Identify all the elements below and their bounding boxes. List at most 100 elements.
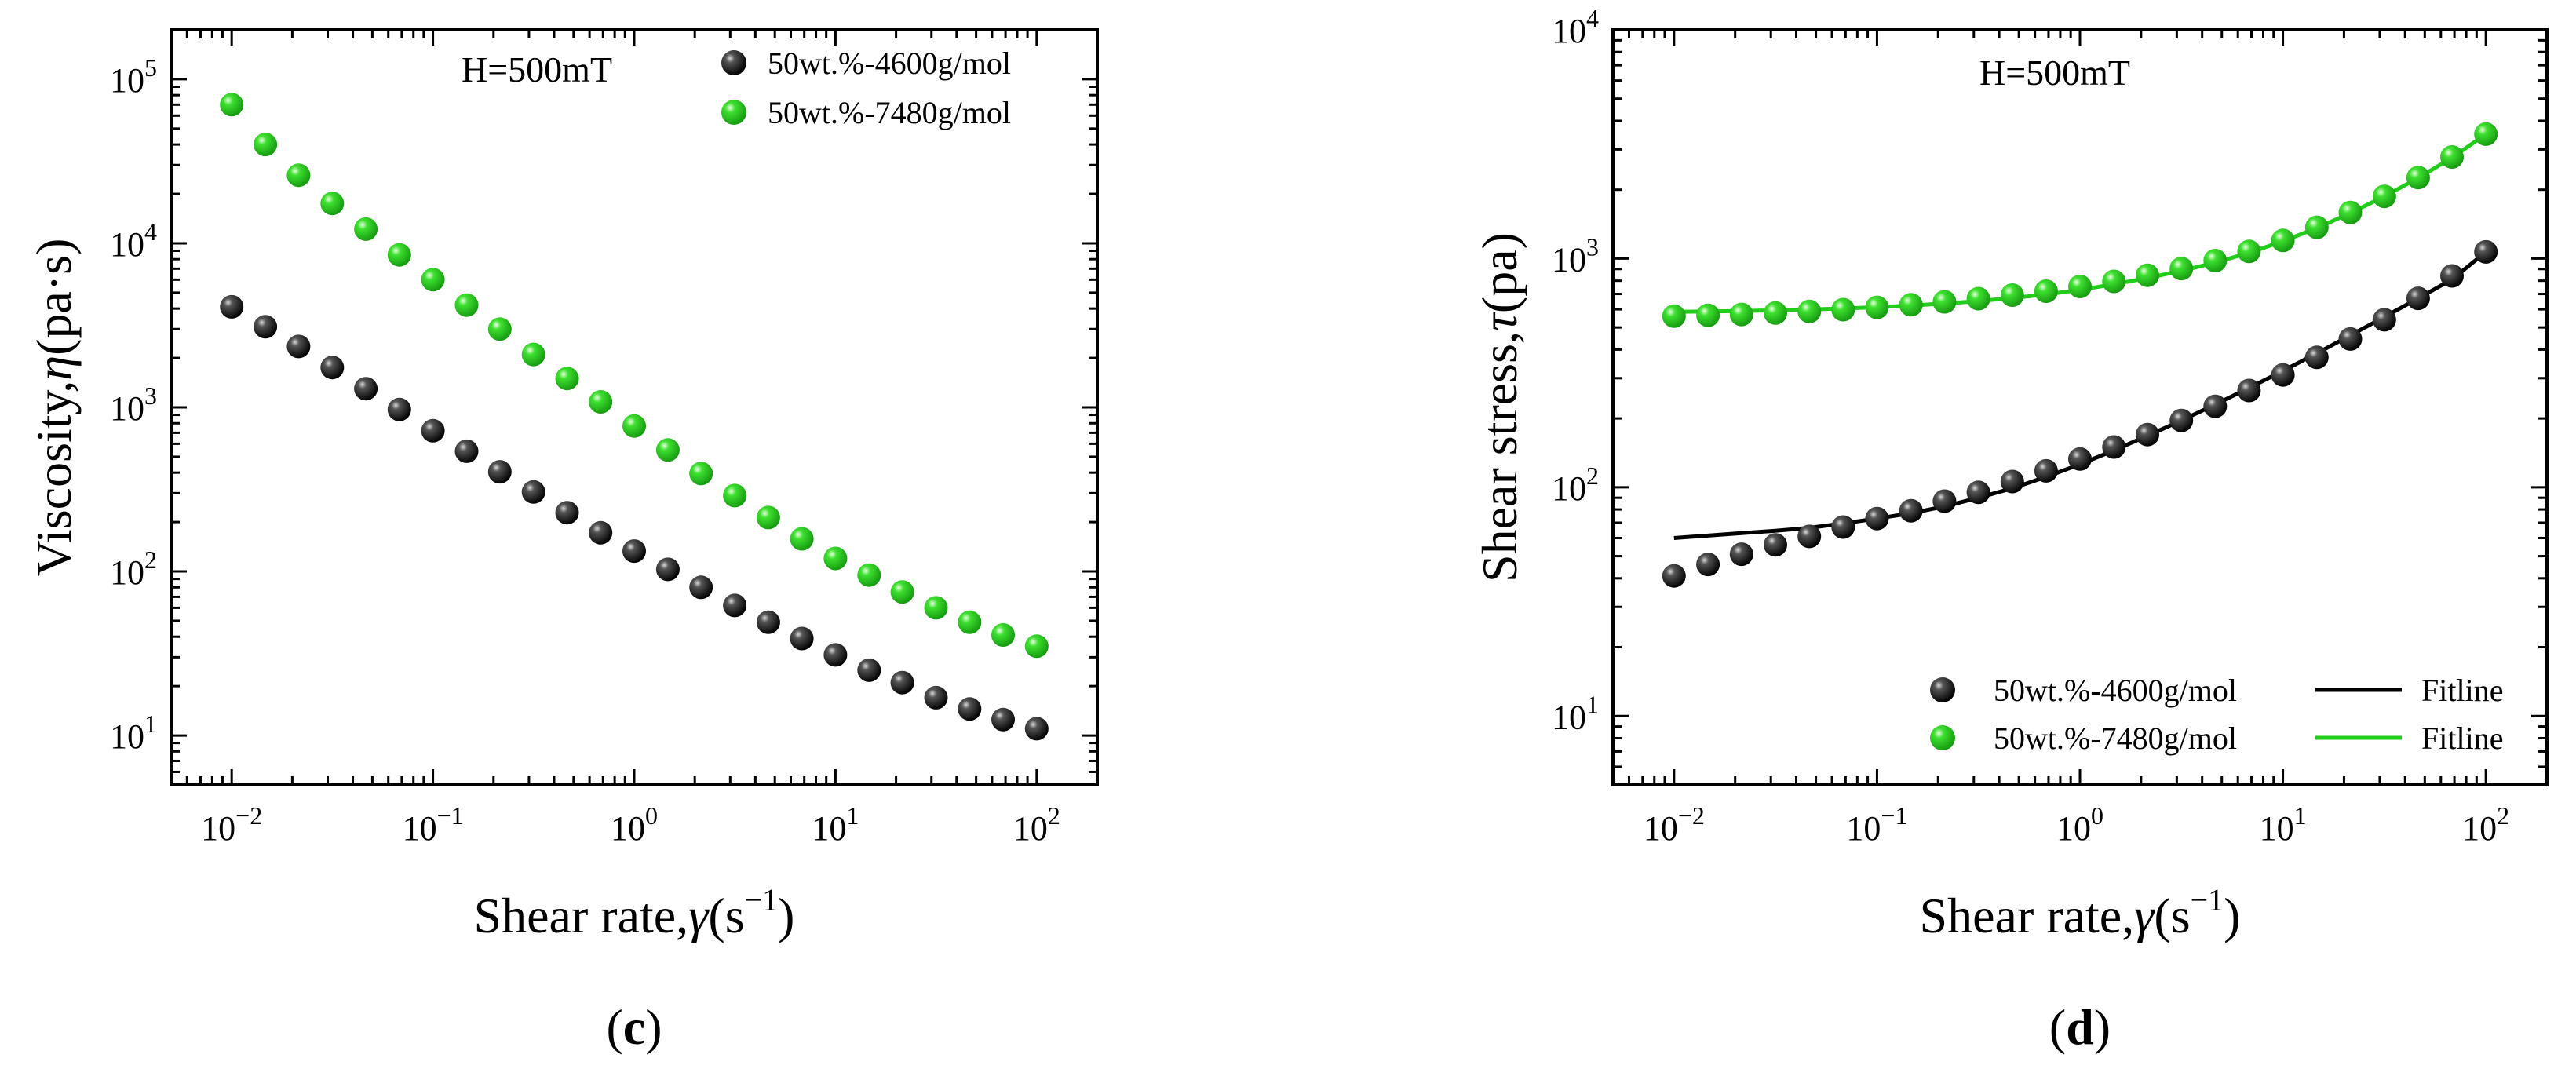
- data-point-d-0: [1696, 553, 1720, 577]
- data-point-c-0: [286, 334, 311, 359]
- data-point-d-1: [2338, 200, 2363, 224]
- y-tick-label-c: 102: [110, 545, 157, 592]
- data-point-c-1: [622, 414, 646, 438]
- data-point-c-1: [454, 293, 479, 317]
- data-point-d-0: [2474, 239, 2498, 264]
- data-point-d-0: [2406, 286, 2430, 311]
- data-point-d-0: [1764, 533, 1787, 557]
- data-point-d-1: [2237, 239, 2261, 264]
- data-point-d-1: [2304, 215, 2329, 239]
- panel-d: 10−2 10−1 100 101 102 101 102 103 104 H=500mT 50…: [1472, 4, 2549, 1055]
- data-point-c-0: [589, 520, 613, 545]
- data-point-d-0: [2169, 408, 2194, 432]
- data-point-c-0: [254, 315, 278, 339]
- x-tick-label-d: 102: [2462, 801, 2509, 848]
- data-point-d-0: [2440, 264, 2464, 288]
- legend-label-c-1: 50wt.%-7480g/mol: [768, 95, 1011, 130]
- annotation-d: H=500mT: [1979, 53, 2130, 93]
- y-tick-label-c: 105: [110, 53, 157, 100]
- x-tick-label-d: 10−1: [1846, 801, 1907, 848]
- data-point-c-1: [421, 268, 445, 292]
- data-point-c-0: [689, 575, 713, 600]
- data-point-d-1: [2169, 257, 2194, 281]
- y-tick-label-d: 101: [1552, 690, 1599, 736]
- data-point-d-0: [2136, 422, 2159, 447]
- data-point-d-1: [2034, 279, 2058, 303]
- data-point-d-1: [1662, 304, 1686, 328]
- plot-frame-d: [1611, 28, 2549, 786]
- data-point-d-1: [2000, 283, 2024, 307]
- data-point-c-1: [790, 527, 814, 551]
- tick-labels-d: 10−2 10−1 100 101 102 101 102 103 104: [1552, 4, 2509, 848]
- x-tick-label-c: 102: [1013, 801, 1060, 848]
- data-point-d-0: [2338, 327, 2363, 351]
- data-point-d-0: [2102, 435, 2126, 459]
- data-point-c-1: [286, 163, 311, 188]
- data-point-c-0: [622, 539, 646, 564]
- x-tick-label-d: 10−2: [1644, 801, 1705, 848]
- data-point-c-1: [958, 610, 982, 634]
- y-tick-label-d: 103: [1552, 232, 1599, 279]
- data-point-d-1: [2102, 269, 2126, 294]
- data-point-d-0: [2203, 394, 2228, 418]
- data-point-d-1: [1764, 301, 1787, 325]
- data-point-d-1: [2203, 249, 2228, 272]
- legend-fit-label-d-1: Fitline: [2421, 721, 2503, 756]
- y-tick-label-c: 103: [110, 381, 157, 428]
- legend-marker-d-1: [1930, 725, 1955, 750]
- data-point-c-0: [387, 397, 411, 421]
- y-tick-label-c: 101: [110, 710, 157, 756]
- data-point-c-1: [723, 483, 747, 508]
- data-point-d-1: [1729, 302, 1753, 327]
- x-tick-label-c: 10−1: [403, 801, 464, 848]
- x-tick-label-c: 100: [611, 801, 658, 848]
- legend-marker-d-0: [1930, 677, 1955, 702]
- data-point-c-0: [220, 294, 244, 319]
- data-point-d-1: [1865, 295, 1889, 319]
- caption-c: (c): [606, 999, 662, 1055]
- data-point-c-0: [655, 557, 680, 582]
- data-point-c-1: [655, 438, 680, 462]
- data-point-c-1: [220, 93, 244, 117]
- data-point-d-1: [2271, 228, 2295, 253]
- data-point-d-0: [2068, 447, 2092, 471]
- data-point-c-1: [689, 462, 713, 486]
- data-point-c-1: [756, 505, 780, 530]
- data-point-d-0: [1932, 489, 1957, 513]
- data-point-d-0: [1662, 564, 1686, 588]
- x-axis-title-c: Shear rate,γ(s−1): [474, 882, 795, 943]
- x-tick-label-d: 101: [2260, 801, 2307, 848]
- data-point-c-1: [320, 192, 345, 216]
- data-point-c-0: [723, 593, 747, 618]
- data-point-d-0: [1831, 515, 1855, 539]
- data-point-c-0: [454, 439, 479, 463]
- x-tick-label-c: 10−2: [201, 801, 262, 848]
- data-point-c-1: [890, 580, 914, 604]
- data-point-c-1: [354, 217, 378, 241]
- data-point-d-0: [2304, 345, 2329, 370]
- data-point-c-0: [555, 501, 579, 525]
- data-point-c-1: [857, 563, 881, 587]
- data-point-c-0: [320, 356, 345, 380]
- data-point-c-1: [521, 342, 545, 367]
- tick-labels-c: 10−2 10−1 100 101 102 101 102 103 104 105: [110, 53, 1060, 848]
- x-tick-label-d: 100: [2056, 801, 2103, 848]
- fit-lines-d: [1673, 132, 2487, 540]
- data-point-d-1: [2068, 275, 2092, 298]
- data-point-d-1: [1797, 299, 1822, 323]
- data-point-c-1: [487, 317, 512, 341]
- data-point-d-0: [2237, 378, 2261, 403]
- data-point-d-0: [1966, 480, 1990, 505]
- y-tick-label-d: 102: [1552, 462, 1599, 508]
- axis-ticks-d: [1611, 28, 2549, 786]
- y-axis-title-d: Shear stress,τ(pa): [1472, 232, 1527, 582]
- data-point-c-0: [857, 658, 881, 682]
- panel-c: 10−2 10−1 100 101 102 101 102 103 104 105 H=500mT…: [26, 28, 1099, 1055]
- y-axis-title-c: Viscosity,η(pa·s): [26, 239, 82, 577]
- data-point-d-0: [2372, 308, 2396, 332]
- data-point-d-1: [1966, 286, 1990, 311]
- data-point-c-0: [487, 460, 512, 484]
- data-point-c-0: [790, 626, 814, 651]
- data-point-d-0: [2034, 458, 2058, 483]
